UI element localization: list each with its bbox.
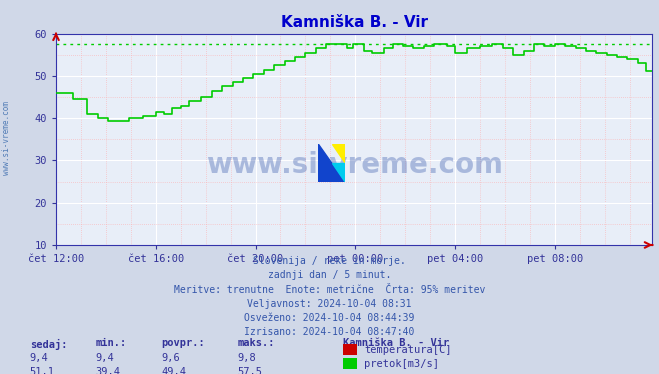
Text: 9,4: 9,4 [96,353,114,363]
Polygon shape [318,144,345,182]
Text: temperatura[C]: temperatura[C] [364,345,452,355]
Text: Meritve: trenutne  Enote: metrične  Črta: 95% meritev: Meritve: trenutne Enote: metrične Črta: … [174,285,485,295]
Text: 9,6: 9,6 [161,353,180,363]
Text: www.si-vreme.com: www.si-vreme.com [206,151,503,179]
Text: sedaj:: sedaj: [30,338,67,349]
Text: 9,8: 9,8 [237,353,256,363]
Polygon shape [331,144,345,163]
Text: 57,5: 57,5 [237,367,262,374]
Text: 51,1: 51,1 [30,367,55,374]
Text: 39,4: 39,4 [96,367,121,374]
Text: pretok[m3/s]: pretok[m3/s] [364,359,440,369]
Text: povpr.:: povpr.: [161,338,205,349]
Text: Slovenija / reke in morje.: Slovenija / reke in morje. [253,256,406,266]
Text: Kamniška B. - Vir: Kamniška B. - Vir [343,338,449,349]
Title: Kamniška B. - Vir: Kamniška B. - Vir [281,15,428,30]
Text: zadnji dan / 5 minut.: zadnji dan / 5 minut. [268,270,391,280]
Text: maks.:: maks.: [237,338,275,349]
Text: www.si-vreme.com: www.si-vreme.com [2,101,11,175]
Text: 9,4: 9,4 [30,353,48,363]
Text: Osveženo: 2024-10-04 08:44:39: Osveženo: 2024-10-04 08:44:39 [244,313,415,323]
Text: min.:: min.: [96,338,127,349]
Polygon shape [331,163,345,182]
Text: 49,4: 49,4 [161,367,186,374]
Text: Izrisano: 2024-10-04 08:47:40: Izrisano: 2024-10-04 08:47:40 [244,327,415,337]
Text: Veljavnost: 2024-10-04 08:31: Veljavnost: 2024-10-04 08:31 [247,299,412,309]
